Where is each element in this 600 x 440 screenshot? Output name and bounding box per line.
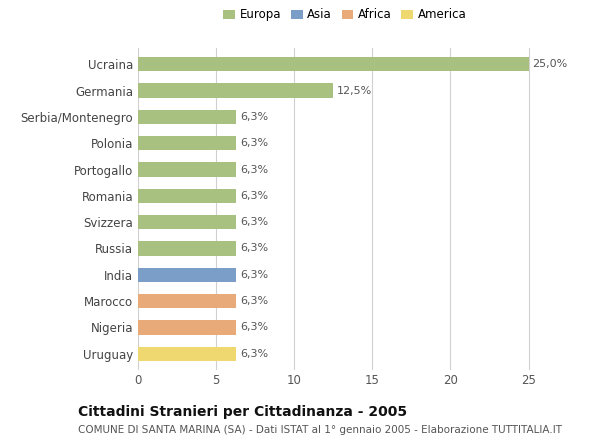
Text: 6,3%: 6,3% [241,165,268,175]
Text: 12,5%: 12,5% [337,85,373,95]
Bar [138,320,236,335]
Text: 6,3%: 6,3% [241,270,268,280]
Text: 6,3%: 6,3% [241,243,268,253]
Text: 6,3%: 6,3% [241,112,268,122]
Text: 25,0%: 25,0% [532,59,568,69]
Bar [138,162,236,177]
Bar [138,268,236,282]
Bar [138,189,236,203]
Bar [138,294,236,308]
Bar [138,83,333,98]
Text: COMUNE DI SANTA MARINA (SA) - Dati ISTAT al 1° gennaio 2005 - Elaborazione TUTTI: COMUNE DI SANTA MARINA (SA) - Dati ISTAT… [78,425,562,436]
Bar [138,347,236,361]
Bar [138,241,236,256]
Bar [138,57,529,71]
Text: 6,3%: 6,3% [241,138,268,148]
Text: 6,3%: 6,3% [241,349,268,359]
Text: 6,3%: 6,3% [241,296,268,306]
Legend: Europa, Asia, Africa, America: Europa, Asia, Africa, America [221,6,469,24]
Text: Cittadini Stranieri per Cittadinanza - 2005: Cittadini Stranieri per Cittadinanza - 2… [78,405,407,419]
Text: 6,3%: 6,3% [241,323,268,333]
Bar [138,110,236,124]
Text: 6,3%: 6,3% [241,217,268,227]
Bar [138,215,236,229]
Text: 6,3%: 6,3% [241,191,268,201]
Bar [138,136,236,150]
